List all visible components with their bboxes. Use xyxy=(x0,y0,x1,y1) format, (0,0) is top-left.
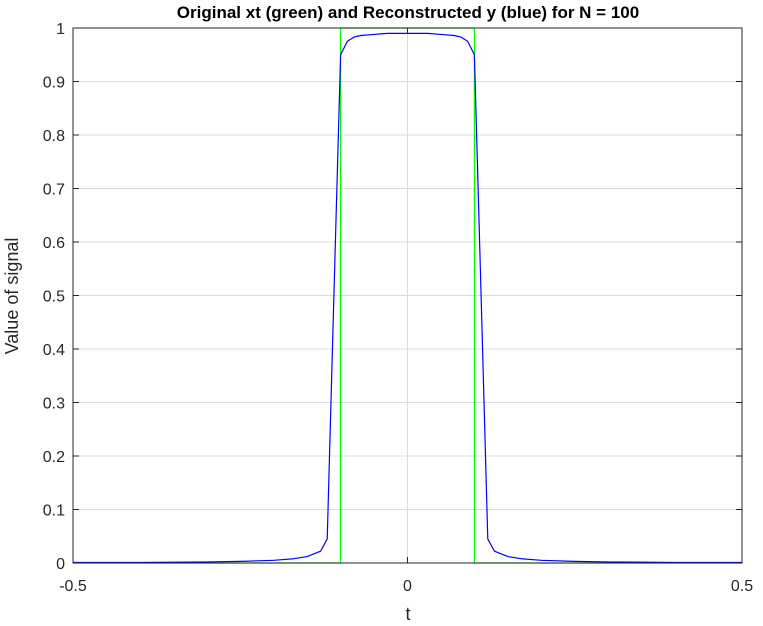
chart-title: Original xt (green) and Reconstructed y … xyxy=(177,3,639,22)
y-tick-label: 0.5 xyxy=(43,289,65,306)
y-tick-label: 0.8 xyxy=(43,128,65,145)
grid xyxy=(72,27,743,564)
y-tick-label: 0.3 xyxy=(43,396,65,413)
x-tick-label: 0 xyxy=(403,578,412,595)
y-tick-label: 0.2 xyxy=(43,449,65,466)
x-tick-label: -0.5 xyxy=(59,578,87,595)
y-tick-label: 0.4 xyxy=(43,342,65,359)
x-tick-label: 0.5 xyxy=(731,578,753,595)
y-tick-label: 0.9 xyxy=(43,75,65,92)
y-tick-label: 1 xyxy=(56,21,65,38)
y-tick-label: 0.6 xyxy=(43,235,65,252)
y-tick-label: 0 xyxy=(56,556,65,573)
axis-ticks: 0 0.1 0.2 0.3 0.4 0.5 0.6 0.7 0.8 0.9 1 -0.5 0 0.5 xyxy=(43,21,753,595)
y-axis-label: Value of signal xyxy=(2,238,22,355)
y-tick-label: 0.1 xyxy=(43,503,65,520)
y-tick-label: 0.7 xyxy=(43,182,65,199)
x-axis-label: t xyxy=(405,604,410,624)
